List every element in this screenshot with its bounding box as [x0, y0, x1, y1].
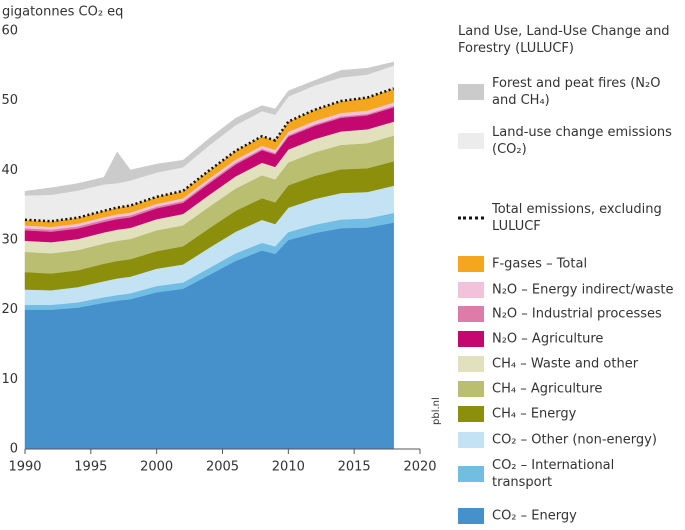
- total-line: [24, 87, 395, 223]
- legend-label: CH₄ – Energy: [492, 406, 577, 422]
- legend-label: CH₄ – Waste and other: [492, 356, 639, 372]
- legend-label: Total emissions, excluding LULUCF: [492, 202, 662, 234]
- legend-label: CO₂ – Other (non-energy): [492, 432, 657, 448]
- legend-label: CO₂ – International transport: [492, 458, 615, 490]
- legend-label: N₂O – Agriculture: [492, 331, 604, 347]
- legend-swatch: [458, 331, 484, 347]
- legend-label: Land-use change emissions (CO₂): [492, 125, 672, 157]
- legend-label: N₂O – Industrial processes: [492, 306, 662, 322]
- legend-swatch: [458, 508, 484, 524]
- x-tick-label: 2020: [403, 460, 436, 475]
- x-tick-label: 2000: [140, 460, 173, 475]
- x-tick-label: 1995: [74, 460, 107, 475]
- x-tick-label: 1990: [8, 460, 41, 475]
- x-tick-label: 2005: [206, 460, 239, 475]
- y-tick-label: 30: [1, 233, 18, 248]
- y-tick-label: 0: [10, 442, 18, 457]
- legend-swatch: [458, 381, 484, 397]
- legend-swatch: [458, 282, 484, 298]
- legend-label: CO₂ – Energy: [492, 508, 577, 524]
- legend-swatch: [458, 356, 484, 372]
- y-tick-label: 50: [1, 93, 18, 108]
- legend-label: N₂O – Energy indirect/waste: [492, 282, 674, 298]
- y-axis-label: gigatonnes CO₂ eq: [2, 5, 123, 20]
- y-tick-label: 40: [1, 163, 18, 178]
- legend-swatch: [458, 406, 484, 422]
- x-tick-label: 2015: [338, 460, 371, 475]
- legend-swatch: [458, 216, 484, 220]
- legend-swatch: [458, 256, 484, 272]
- y-tick-label: 20: [1, 302, 18, 317]
- y-tick-label: 60: [1, 24, 18, 39]
- y-tick-label: 10: [1, 372, 18, 387]
- legend-title: Land Use, Land-Use Change and Forestry (…: [458, 24, 670, 56]
- legend-swatch: [458, 306, 484, 322]
- legend-label: CH₄ – Agriculture: [492, 381, 603, 397]
- legend-swatch: [458, 466, 484, 482]
- area: [24, 61, 394, 196]
- x-tick-label: 2010: [272, 460, 305, 475]
- legend-label: Forest and peat fires (N₂O and CH₄): [492, 76, 661, 108]
- legend-label: F-gases – Total: [492, 256, 588, 272]
- source: pbl.nl: [431, 397, 442, 425]
- legend-swatch: [458, 432, 484, 448]
- legend-swatch: [458, 133, 484, 149]
- legend-swatch: [458, 84, 484, 100]
